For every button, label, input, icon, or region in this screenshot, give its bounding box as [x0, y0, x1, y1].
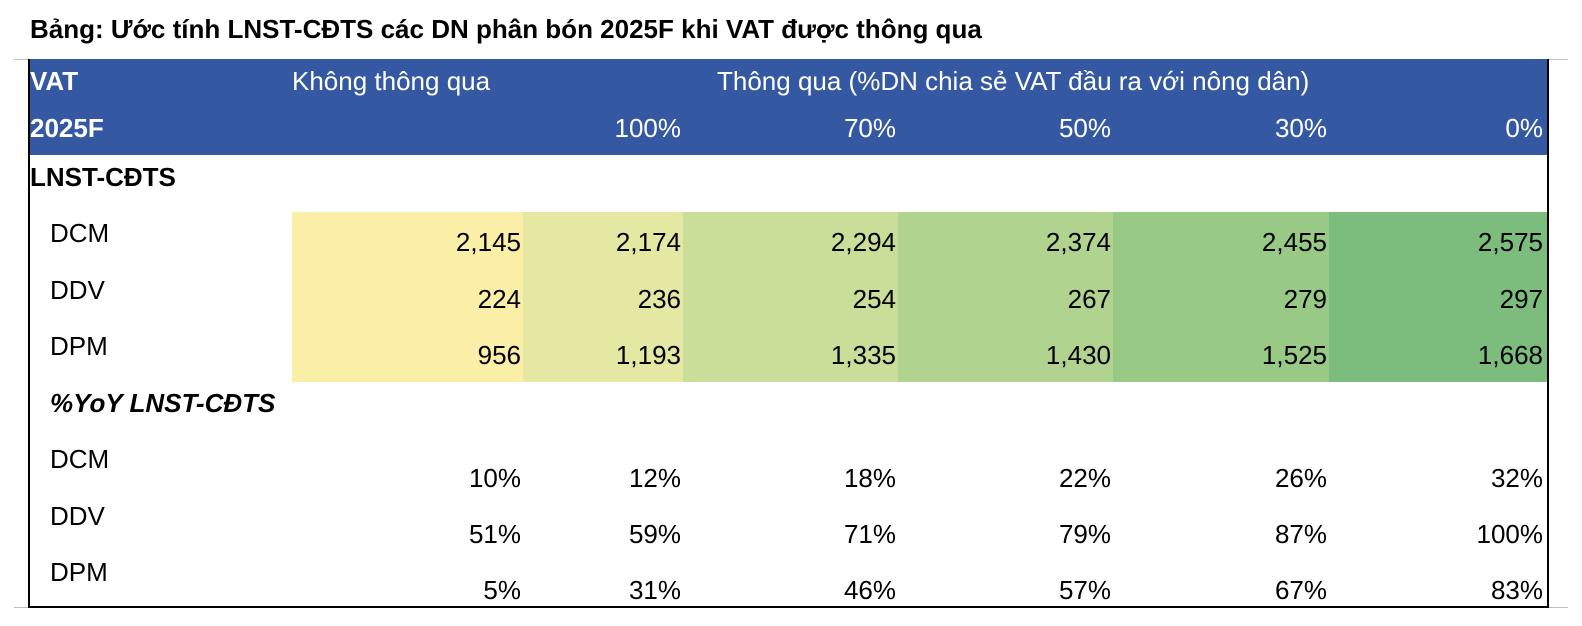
row-label-dcm: DCM	[50, 444, 110, 474]
value-cell: 2,455	[1261, 227, 1327, 257]
heat-col-6	[1329, 212, 1547, 382]
heat-col-3	[683, 212, 898, 382]
value-cell: 71%	[843, 519, 896, 549]
value-cell: 297	[1499, 284, 1543, 314]
header-share-100: 100%	[614, 113, 682, 143]
heat-col-1	[292, 212, 523, 382]
value-cell: 2,294	[830, 227, 896, 257]
value-cell: 87%	[1274, 519, 1327, 549]
value-cell: 46%	[843, 575, 896, 605]
value-cell: 224	[477, 284, 521, 314]
value-cell: 5%	[483, 575, 521, 605]
header-share-0: 0%	[1505, 113, 1543, 143]
value-cell: 2,374	[1045, 227, 1111, 257]
table-frame	[28, 59, 1549, 608]
value-cell: 1,430	[1045, 340, 1111, 370]
value-cell: 279	[1283, 284, 1327, 314]
value-cell: 67%	[1274, 575, 1327, 605]
row-label-dcm: DCM	[50, 218, 110, 248]
value-cell: 1,668	[1477, 340, 1543, 370]
value-cell: 267	[1067, 284, 1111, 314]
header-share-50: 50%	[1058, 113, 1111, 143]
header-not-passed: Không thông qua	[292, 66, 491, 96]
value-cell: 254	[852, 284, 896, 314]
value-cell: 2,145	[455, 227, 521, 257]
section-label-yoy: %YoY LNST-CĐTS	[50, 388, 276, 418]
row-label-ddv: DDV	[50, 275, 105, 305]
value-cell: 26%	[1274, 463, 1327, 493]
row-label-dpm: DPM	[50, 331, 108, 361]
value-cell: 59%	[628, 519, 681, 549]
heat-col-5	[1113, 212, 1329, 382]
value-cell: 236	[637, 284, 681, 314]
value-cell: 12%	[628, 463, 681, 493]
value-cell: 51%	[468, 519, 521, 549]
value-cell: 1,525	[1261, 340, 1327, 370]
value-cell: 956	[477, 340, 521, 370]
heat-col-2	[523, 212, 683, 382]
table-title: Bảng: Ước tính LNST-CĐTS các DN phân bón…	[30, 14, 982, 44]
value-cell: 1,335	[830, 340, 896, 370]
row-label-dpm: DPM	[50, 557, 108, 587]
header-vat-label: VAT	[30, 66, 79, 96]
value-cell: 79%	[1058, 519, 1111, 549]
header-year-label: 2025F	[30, 113, 104, 143]
heat-col-4	[898, 212, 1113, 382]
value-cell: 18%	[843, 463, 896, 493]
table-header	[30, 59, 1547, 155]
header-share-30: 30%	[1274, 113, 1327, 143]
value-cell: 1,193	[615, 340, 681, 370]
header-passed: Thông qua (%DN chia sẻ VAT đầu ra với nô…	[717, 66, 1310, 96]
row-label-ddv: DDV	[50, 501, 105, 531]
value-cell: 2,575	[1477, 227, 1543, 257]
value-cell: 32%	[1490, 463, 1543, 493]
value-cell: 100%	[1476, 519, 1544, 549]
value-cell: 10%	[468, 463, 521, 493]
value-cell: 31%	[628, 575, 681, 605]
value-cell: 83%	[1490, 575, 1543, 605]
header-share-70: 70%	[843, 113, 896, 143]
value-cell: 57%	[1058, 575, 1111, 605]
section-label-profit: LNST-CĐTS	[30, 162, 176, 192]
value-cell: 2,174	[615, 227, 681, 257]
value-cell: 22%	[1058, 463, 1111, 493]
